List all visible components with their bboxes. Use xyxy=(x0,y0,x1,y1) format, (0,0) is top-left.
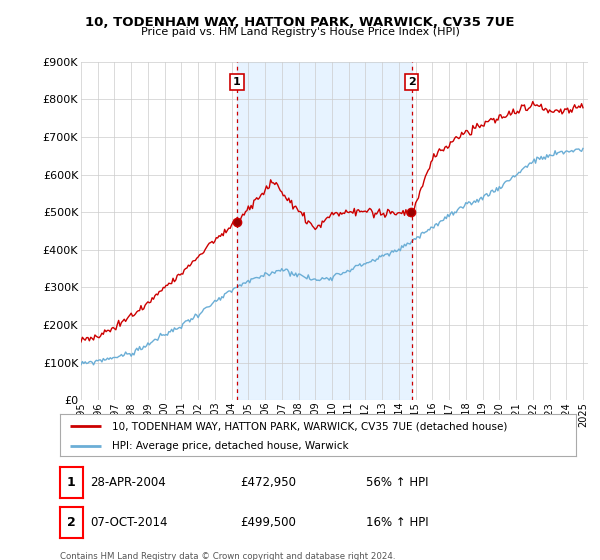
Text: Price paid vs. HM Land Registry's House Price Index (HPI): Price paid vs. HM Land Registry's House … xyxy=(140,27,460,37)
Text: 1: 1 xyxy=(233,77,241,87)
Text: 2: 2 xyxy=(408,77,416,87)
Text: HPI: Average price, detached house, Warwick: HPI: Average price, detached house, Warw… xyxy=(112,441,348,451)
Text: 28-APR-2004: 28-APR-2004 xyxy=(90,477,166,489)
Text: 1: 1 xyxy=(67,477,76,489)
Bar xyxy=(237,62,412,400)
Text: 07-OCT-2014: 07-OCT-2014 xyxy=(90,516,167,529)
Text: 10, TODENHAM WAY, HATTON PARK, WARWICK, CV35 7UE (detached house): 10, TODENHAM WAY, HATTON PARK, WARWICK, … xyxy=(112,421,507,431)
Text: Contains HM Land Registry data © Crown copyright and database right 2024.
This d: Contains HM Land Registry data © Crown c… xyxy=(60,552,395,560)
Text: £472,950: £472,950 xyxy=(240,477,296,489)
Text: 10, TODENHAM WAY, HATTON PARK, WARWICK, CV35 7UE: 10, TODENHAM WAY, HATTON PARK, WARWICK, … xyxy=(85,16,515,29)
Text: 56% ↑ HPI: 56% ↑ HPI xyxy=(366,477,428,489)
Text: £499,500: £499,500 xyxy=(240,516,296,529)
Text: 2: 2 xyxy=(67,516,76,529)
Text: 16% ↑ HPI: 16% ↑ HPI xyxy=(366,516,428,529)
